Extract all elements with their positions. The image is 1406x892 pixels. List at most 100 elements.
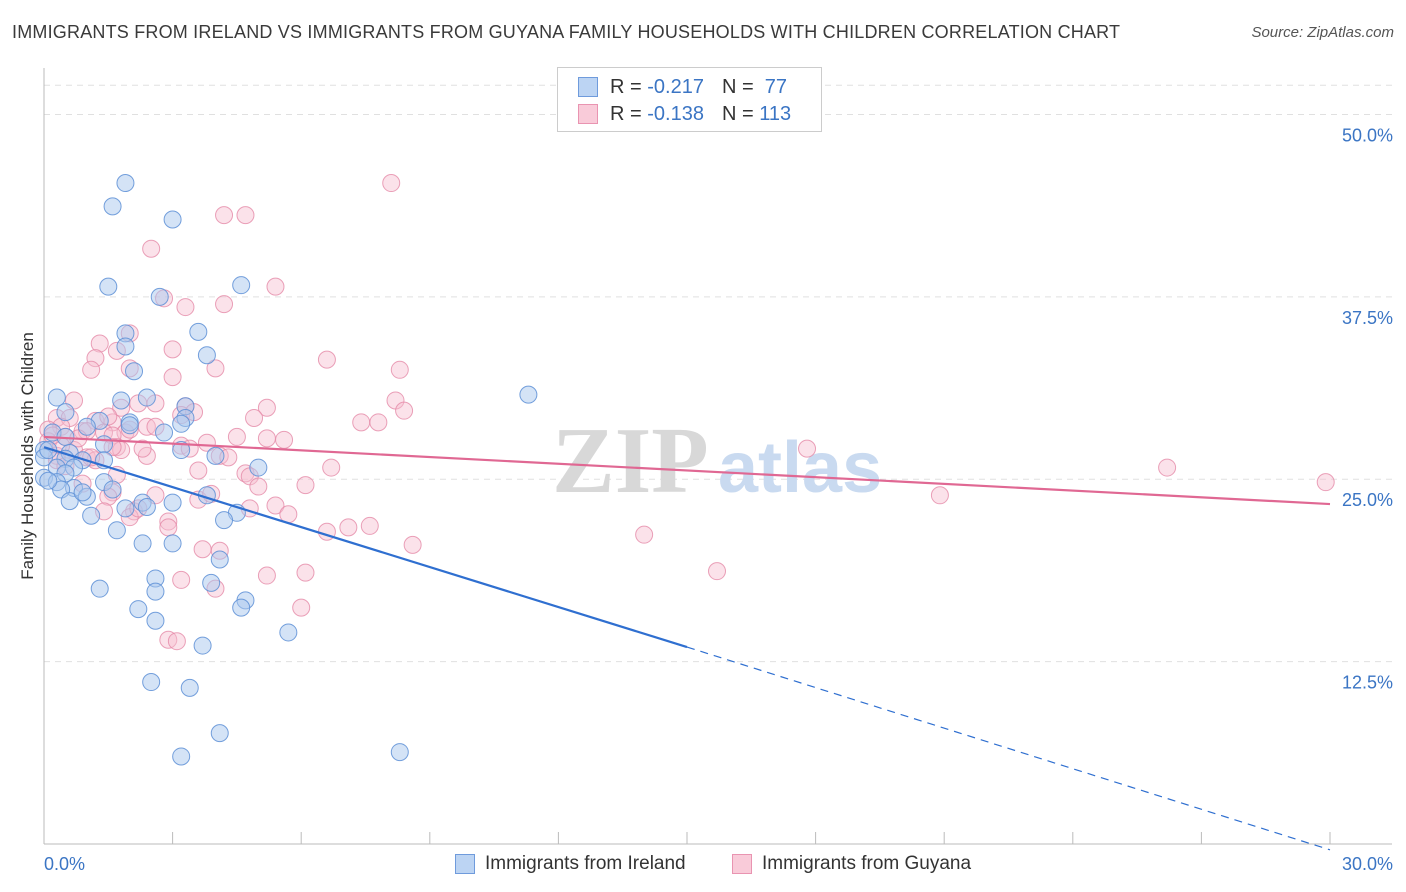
guyana-point <box>172 570 191 589</box>
guyana-point <box>163 340 182 359</box>
guyana-swatch <box>578 104 598 124</box>
ireland-point <box>210 724 229 743</box>
tick-label-layer: 12.5% 25.0% 37.5% 50.0% 0.0% 30.0% <box>44 125 1393 874</box>
guyana-point <box>292 598 311 617</box>
ireland-point <box>116 499 135 518</box>
guyana-point <box>249 477 268 496</box>
ireland-point <box>206 446 225 465</box>
source-label: Source: ZipAtlas.com <box>1251 24 1394 41</box>
ireland-r-value: -0.217 <box>647 75 704 98</box>
guyana-point <box>257 429 276 448</box>
ireland-point <box>95 435 114 454</box>
ireland-point <box>163 493 182 512</box>
y-tick-label: 12.5% <box>1342 673 1393 693</box>
y-tick-label: 25.0% <box>1342 490 1393 510</box>
guyana-point <box>296 476 315 495</box>
guyana-point <box>236 206 255 225</box>
ireland-point <box>103 480 122 499</box>
ireland-point <box>232 598 251 617</box>
y-axis-label: Family Households with Children <box>18 332 37 580</box>
ireland-point <box>279 623 298 642</box>
ireland-trend-extension <box>686 646 1331 851</box>
ireland-point <box>82 506 101 525</box>
ireland-point <box>197 346 216 365</box>
ireland-r-label: R = <box>610 75 642 98</box>
ireland-swatch <box>578 77 598 97</box>
guyana-point <box>369 413 388 432</box>
ireland-point <box>129 600 148 619</box>
ireland-point <box>146 582 165 601</box>
ireland-point <box>137 497 156 516</box>
guyana-point <box>206 359 225 378</box>
guyana-trend-line <box>43 435 1331 506</box>
ireland-point <box>172 747 191 766</box>
x-tick-label-max: 30.0% <box>1342 854 1393 874</box>
ireland-point <box>120 416 139 435</box>
ireland-point <box>146 611 165 630</box>
guyana-point <box>382 174 401 193</box>
guyana-point <box>90 334 109 353</box>
guyana-point <box>257 566 276 585</box>
guyana-point <box>266 277 285 296</box>
ireland-point <box>155 423 174 442</box>
guyana-point <box>635 525 654 544</box>
ireland-point <box>210 550 229 569</box>
ireland-trend-line <box>43 446 688 649</box>
guyana-point <box>275 430 294 449</box>
ireland-point <box>56 403 75 422</box>
ireland-point <box>150 287 169 306</box>
guyana-point <box>193 540 212 559</box>
x-tick-label-min: 0.0% <box>44 854 85 874</box>
watermark-atlas: atlas <box>718 428 882 508</box>
guyana-point <box>360 516 379 535</box>
ireland-point <box>90 579 109 598</box>
guyana-point <box>1158 458 1177 477</box>
guyana-point <box>317 350 336 369</box>
ireland-point <box>172 414 191 433</box>
guyana-point <box>296 563 315 582</box>
y-tick-label: 37.5% <box>1342 308 1393 328</box>
ireland-point <box>77 417 96 436</box>
bottom-ireland-swatch <box>455 854 475 874</box>
guyana-point <box>352 413 371 432</box>
guyana-point <box>1316 473 1335 492</box>
guyana-point <box>197 433 216 452</box>
guyana-point <box>390 360 409 379</box>
ireland-point <box>73 483 92 502</box>
guyana-point <box>708 562 727 581</box>
ireland-point <box>163 534 182 553</box>
ireland-n-label: N = <box>721 75 754 98</box>
ireland-point <box>193 636 212 655</box>
guyana-point <box>163 368 182 387</box>
ireland-point <box>60 492 79 511</box>
ireland-point <box>249 458 268 477</box>
legend-row-ireland: R = -0.217 N = 77 <box>578 75 787 99</box>
ireland-point <box>116 174 135 193</box>
ireland-n-value: 77 <box>764 75 788 98</box>
guyana-r-label: R = <box>610 102 642 125</box>
guyana-point <box>82 360 101 379</box>
ireland-point <box>103 197 122 216</box>
guyana-n-label: N = <box>721 102 754 125</box>
ireland-point <box>519 385 538 404</box>
ireland-point <box>189 322 208 341</box>
ireland-point <box>99 277 118 296</box>
y-tick-label: 50.0% <box>1342 125 1393 145</box>
ireland-point <box>125 362 144 381</box>
guyana-point <box>227 427 246 446</box>
guyana-point <box>167 632 186 651</box>
correlation-legend: R = -0.217 N = 77 R = -0.138 N = 113 <box>557 67 822 132</box>
guyana-point <box>189 461 208 480</box>
bottom-ireland-label: Immigrants from Ireland <box>485 853 686 874</box>
ireland-point <box>116 337 135 356</box>
guyana-point <box>403 535 422 554</box>
guyana-point <box>176 298 195 317</box>
guyana-point <box>245 408 264 427</box>
guyana-point <box>215 295 234 314</box>
guyana-point <box>86 349 105 368</box>
ireland-point <box>112 391 131 410</box>
guyana-n-value: 113 <box>759 102 792 125</box>
ireland-point <box>39 471 58 490</box>
ireland-points <box>35 174 538 766</box>
ireland-point <box>180 678 199 697</box>
